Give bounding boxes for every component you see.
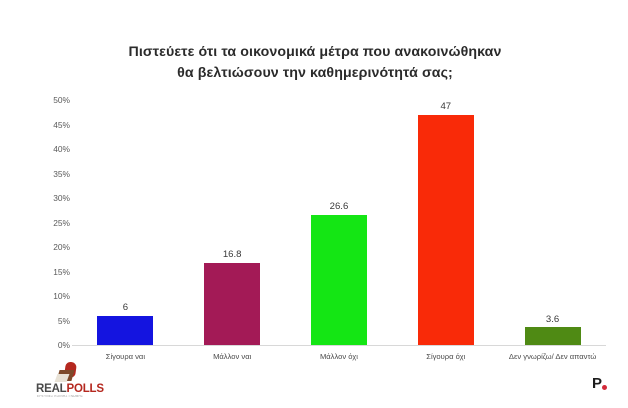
y-tick-label: 40% xyxy=(53,144,70,154)
y-tick-label: 20% xyxy=(53,242,70,252)
x-tick-label: Μάλλον όχι xyxy=(319,352,358,361)
x-tick-label: Σίγουρα ναι xyxy=(105,352,146,361)
brand-wordmark: REALPOLLS xyxy=(36,383,120,396)
map-pin-icon xyxy=(54,361,82,384)
bar-value-label: 3.6 xyxy=(545,313,560,325)
brand-word-polls: POLLS xyxy=(66,383,105,395)
bar-value-label: 16.8 xyxy=(222,249,242,261)
brand-tagline: ΕΡΕΥΝΕΣ ΚΟΙΝΗΣ ΓΝΩΜΗΣ xyxy=(37,395,84,398)
chart-plot-wrapper: 50% 45% 40% 35% 30% 25% 20% 15% 10% 5% 0… xyxy=(26,95,606,361)
bar-series: 6 16.8 26.6 47 3.6 xyxy=(72,100,606,345)
watermark-letter: P xyxy=(592,375,603,392)
y-tick-label: 50% xyxy=(53,95,70,105)
bar-slot: 47 xyxy=(392,100,499,345)
publisher-watermark: P xyxy=(592,376,616,394)
bar-rect[interactable] xyxy=(417,114,474,345)
bar-rect[interactable] xyxy=(204,262,261,345)
y-tick-label: 0% xyxy=(57,340,70,350)
bar-rect[interactable] xyxy=(524,327,581,345)
y-tick-label: 10% xyxy=(53,291,70,301)
y-tick-label: 45% xyxy=(53,119,70,130)
bar-slot: 3.6 xyxy=(499,100,606,345)
y-tick-label: 35% xyxy=(53,168,70,179)
bar-slot: 6 xyxy=(72,100,179,345)
y-axis: 50% 45% 40% 35% 30% 25% 20% 15% 10% 5% 0… xyxy=(26,95,70,350)
x-axis: Σίγουρα ναι Μάλλον ναι Μάλλον όχι Σίγουρ… xyxy=(72,346,606,361)
watermark-dot-icon xyxy=(602,385,607,390)
brand-word-real: REAL xyxy=(36,383,67,395)
chart-title-line-2: θα βελτιώσουν την καθημερινότητά σας; xyxy=(177,64,453,81)
chart-title-line-1: Πιστεύετε ότι τα οικονομικά μέτρα που αν… xyxy=(128,44,502,60)
bar-slot: 26.6 xyxy=(286,100,393,345)
x-tick-label: Σίγουρα όχι xyxy=(426,352,466,361)
bar-value-label: 47 xyxy=(440,101,452,113)
realpolls-logo: REALPOLLS ΕΡΕΥΝΕΣ ΚΟΙΝΗΣ ΓΝΩΜΗΣ xyxy=(36,361,120,402)
y-tick-label: 15% xyxy=(53,266,70,277)
bar-slot: 16.8 xyxy=(179,100,286,345)
bar-value-label: 26.6 xyxy=(329,201,349,213)
y-tick-label: 5% xyxy=(57,315,70,326)
bar-rect[interactable] xyxy=(310,214,367,345)
chart-title: Πιστεύετε ότι τα οικονομικά μέτρα που αν… xyxy=(60,42,570,83)
y-tick-label: 25% xyxy=(53,217,70,228)
x-tick-label: Μάλλον ναι xyxy=(213,352,252,361)
y-tick-label: 30% xyxy=(53,193,70,203)
bar-value-label: 6 xyxy=(122,302,129,314)
x-tick-label: Δεν γνωρίζω/ Δεν απαντώ xyxy=(508,352,597,361)
bar-rect[interactable] xyxy=(97,315,154,345)
plot-area: 6 16.8 26.6 47 3.6 xyxy=(72,100,606,346)
